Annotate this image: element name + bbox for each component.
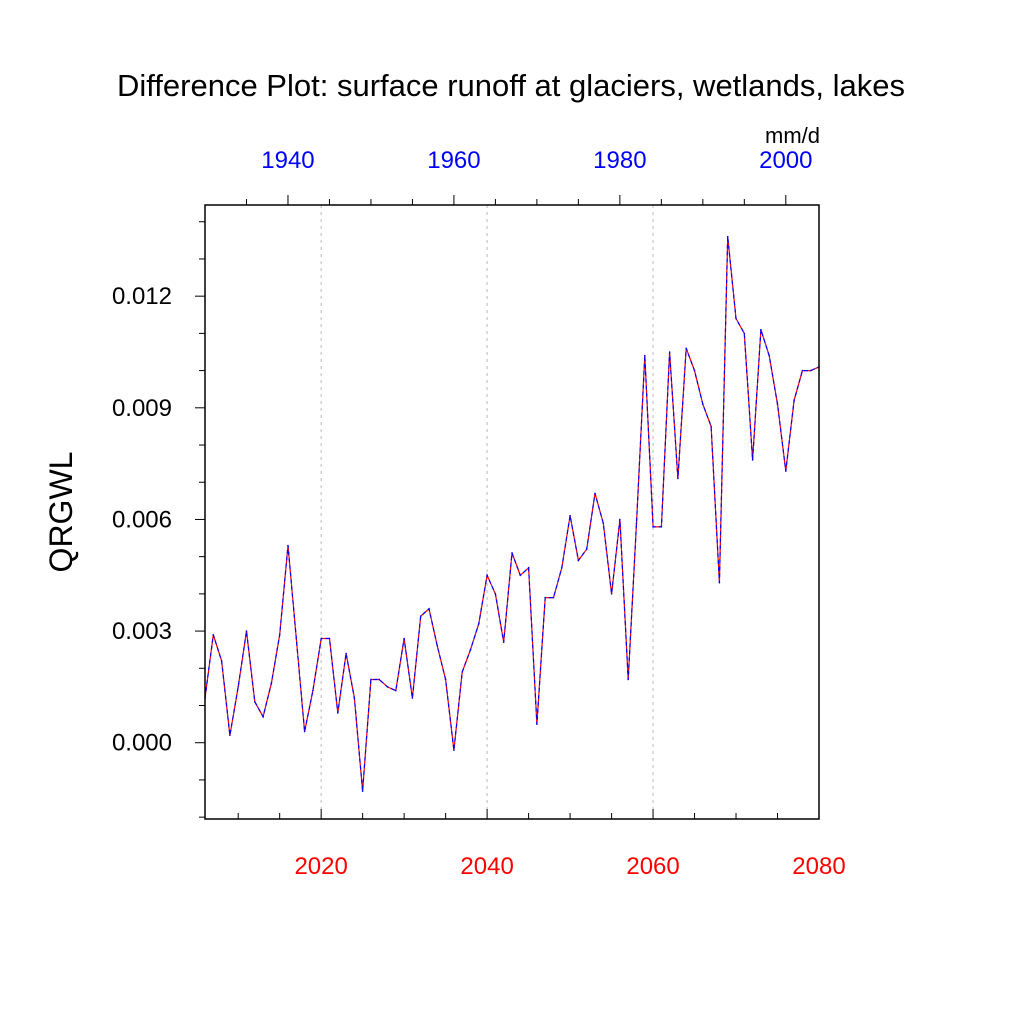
data-point — [702, 403, 704, 405]
data-point — [237, 686, 239, 688]
tick-labels: 2020 2040 2060 2080 1940 1960 1980 2000 0.000 0.0… — [112, 147, 846, 880]
data-point — [278, 634, 281, 636]
data-point — [262, 715, 264, 718]
data-point — [785, 470, 787, 472]
plot-frame — [204, 204, 820, 820]
data-point — [569, 514, 571, 517]
axis-ticks — [195, 195, 820, 819]
data-point — [212, 634, 215, 636]
data-point — [245, 630, 248, 632]
series-line-blue-dashed — [204, 236, 820, 792]
data-point — [361, 790, 364, 792]
data-point — [776, 403, 779, 405]
data-point — [469, 648, 472, 651]
data-point — [229, 734, 231, 737]
y-axis-tick-label: 0.009 — [112, 395, 172, 422]
data-point — [519, 574, 522, 577]
data-point — [677, 477, 679, 480]
data-point — [353, 697, 356, 699]
data-point — [378, 678, 381, 681]
data-point — [743, 332, 746, 335]
top-axis-tick-label: 1980 — [593, 147, 646, 174]
data-point — [602, 522, 605, 524]
data-point — [619, 518, 621, 521]
data-point — [760, 328, 762, 331]
data-point — [809, 369, 812, 372]
data-point — [502, 641, 505, 644]
data-point — [643, 354, 646, 357]
data-point — [403, 637, 405, 640]
data-point — [295, 637, 298, 640]
data-point — [718, 581, 721, 584]
top-axis-tick-label: 1960 — [427, 147, 480, 174]
data-point — [486, 574, 488, 577]
data-point — [419, 615, 422, 617]
data-point — [411, 697, 414, 699]
data-point — [710, 425, 712, 428]
data-point — [668, 351, 671, 353]
data-point — [395, 689, 397, 692]
y-axis-tick-label: 0.000 — [112, 730, 172, 757]
data-series — [204, 235, 820, 792]
y-axis-tick-label: 0.012 — [112, 283, 172, 310]
data-point — [303, 730, 306, 733]
data-point — [527, 567, 530, 569]
data-point — [660, 526, 663, 528]
data-point — [312, 689, 314, 692]
bottom-axis-tick-label: 2020 — [294, 853, 347, 880]
data-point — [511, 552, 513, 554]
series-line-red — [204, 236, 820, 792]
data-point — [461, 671, 464, 673]
data-point — [453, 749, 455, 751]
data-point — [536, 723, 538, 725]
data-point — [320, 637, 322, 640]
data-point — [336, 712, 339, 714]
data-point — [478, 622, 480, 625]
data-point — [345, 652, 347, 655]
data-point — [726, 235, 729, 238]
data-point — [801, 369, 804, 372]
data-point — [693, 369, 696, 372]
data-point — [652, 526, 654, 528]
data-point — [444, 678, 447, 681]
data-point — [253, 700, 256, 703]
data-point — [577, 559, 580, 562]
data-point — [270, 682, 273, 684]
data-point — [594, 492, 596, 495]
data-point — [735, 317, 737, 320]
chart-title: Difference Plot: surface runoff at glaci… — [117, 68, 905, 103]
data-point — [436, 645, 439, 647]
data-point — [428, 607, 430, 610]
data-point — [220, 660, 223, 662]
bottom-axis-tick-label: 2040 — [460, 853, 513, 880]
data-point — [552, 596, 555, 599]
data-point — [685, 347, 688, 350]
data-point — [751, 459, 754, 461]
data-point — [328, 637, 331, 640]
data-point — [370, 678, 372, 681]
bottom-axis-tick-label: 2060 — [626, 853, 679, 880]
data-point — [287, 544, 289, 547]
data-point — [494, 593, 497, 595]
y-axis-label: QRGWL — [43, 452, 79, 573]
gridlines — [320, 205, 654, 819]
data-point — [544, 596, 546, 599]
data-point — [386, 686, 389, 688]
units-label: mm/d — [765, 123, 820, 148]
y-axis-tick-label: 0.003 — [112, 618, 172, 645]
data-point — [585, 548, 588, 551]
bottom-axis-tick-label: 2080 — [792, 853, 845, 880]
data-point — [768, 354, 771, 357]
data-point — [610, 593, 613, 595]
data-point — [627, 678, 629, 681]
top-axis-tick-label: 2000 — [759, 147, 812, 174]
data-point — [793, 399, 795, 402]
y-axis-tick-label: 0.006 — [112, 506, 172, 533]
data-point — [635, 522, 638, 524]
data-point — [560, 567, 563, 569]
top-axis-tick-label: 1940 — [261, 147, 314, 174]
